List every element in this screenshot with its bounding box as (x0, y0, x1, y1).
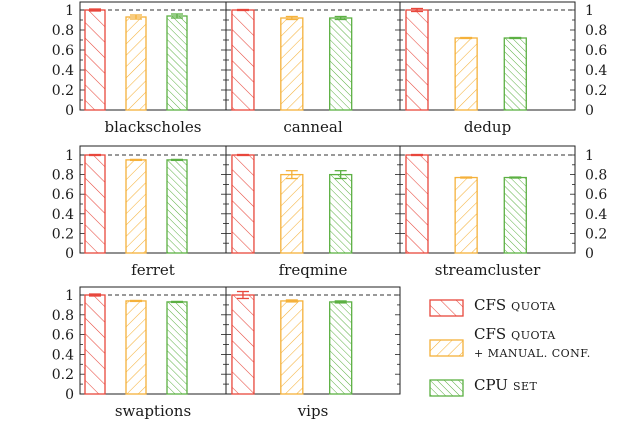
y-tick-label: 0.6 (52, 43, 74, 59)
bar-dedup-series-2 (503, 37, 527, 111)
legend-label: CFS QUOTA (474, 325, 556, 343)
panel-label: vips (297, 402, 329, 420)
y-tick-label: 0.4 (52, 347, 74, 363)
bar-canneal-series-2 (329, 17, 353, 111)
panel-frame (225, 286, 401, 395)
y-tick-label: 0.6 (585, 43, 607, 59)
y-tick-label: 0.2 (585, 226, 607, 242)
y-tick-label: 0.2 (585, 83, 607, 99)
legend-label-sub: SET (513, 380, 538, 393)
y-tick-label: 1 (585, 148, 594, 164)
panel-label: freqmine (279, 261, 348, 279)
panel-streamcluster: 0 0.2 0.4 0.6 0.8 1 streamcluster (399, 145, 607, 279)
y-tick-label: 0.4 (52, 207, 74, 223)
panel-label: canneal (283, 118, 342, 136)
legend-label-line2: + MANUAL. CONF. (474, 347, 591, 360)
y-tick-label: 0.8 (52, 23, 74, 39)
panel-ferret: 0 0.2 0.4 0.6 0.8 1 ferret (52, 145, 227, 279)
bar-ferret-series-2 (166, 159, 188, 254)
y-tick-label: 0.8 (52, 168, 74, 184)
y-tick-label: 0.2 (52, 226, 74, 242)
y-tick-label: 0.2 (52, 83, 74, 99)
y-tick-label: 1 (65, 288, 74, 304)
y-tick-label: 0.6 (52, 187, 74, 203)
bar-canneal-series-0 (231, 9, 255, 111)
panel-frame (399, 145, 576, 254)
panel-vips: vips (225, 286, 401, 420)
bar-blackscholes-series-0 (84, 9, 106, 111)
y-tick-label: 0.4 (585, 63, 607, 79)
panel-label: swaptions (115, 402, 191, 420)
y-tick-label: 0.6 (52, 328, 74, 344)
bar-vips-series-1 (280, 300, 304, 395)
panel-swaptions: 0 0.2 0.4 0.6 0.8 1 swaptions (52, 286, 227, 420)
panel-canneal: canneal (225, 1, 401, 136)
y-tick-label: 1 (585, 3, 594, 19)
panel-dedup: 0 0.2 0.4 0.6 0.8 1 dedup (399, 1, 607, 136)
y-tick-label: 0.8 (52, 308, 74, 324)
bar-ferret-series-0 (84, 154, 106, 254)
y-tick-label: 0 (65, 387, 74, 403)
y-tick-label: 0 (65, 103, 74, 119)
y-tick-label: 1 (65, 3, 74, 19)
bar-streamcluster-series-1 (454, 176, 478, 254)
legend-item-2: CPU SET (429, 376, 538, 397)
bar-blackscholes-series-2 (166, 15, 188, 111)
panel-frame (399, 1, 576, 111)
legend-swatch (429, 299, 464, 317)
y-tick-label: 1 (65, 148, 74, 164)
bar-swaptions-series-1 (125, 300, 147, 395)
legend-label-main: CPU (474, 376, 508, 394)
panel-freqmine: freqmine (225, 145, 401, 279)
bar-freqmine-series-2 (329, 173, 353, 254)
y-tick-label: 0.4 (585, 207, 607, 223)
legend-swatch (429, 379, 464, 397)
bar-vips-series-0 (231, 294, 255, 395)
panel-label: dedup (464, 118, 511, 136)
y-tick-label: 0.8 (585, 168, 607, 184)
bar-vips-series-2 (329, 301, 353, 395)
y-tick-label: 0.6 (585, 187, 607, 203)
y-tick-label: 0 (65, 246, 74, 262)
bar-canneal-series-1 (280, 17, 304, 111)
legend-label-main: CFS (474, 296, 506, 314)
y-tick-label: 0.8 (585, 23, 607, 39)
panel-blackscholes: 0 0.2 0.4 0.6 0.8 1 blackscholes (52, 1, 227, 136)
legend-swatch (429, 339, 464, 357)
chart-panels: 0 0.2 0.4 0.6 0.8 1 blackscholes canneal 0 0.2 0.4… (52, 1, 607, 420)
legend-label-sub: QUOTA (511, 300, 556, 313)
bar-blackscholes-series-1 (125, 16, 147, 111)
bar-dedup-series-0 (405, 9, 429, 111)
legend-label-sub: QUOTA (511, 329, 556, 342)
legend-item-0: CFS QUOTA (429, 296, 556, 317)
y-tick-label: 0.2 (52, 367, 74, 383)
y-tick-label: 0 (585, 246, 594, 262)
legend-label: CFS QUOTA (474, 296, 556, 314)
legend-label-main: CFS (474, 325, 506, 343)
panel-label: streamcluster (435, 261, 541, 279)
bar-swaptions-series-0 (84, 294, 106, 395)
legend-item-1: CFS QUOTA + MANUAL. CONF. (429, 325, 591, 360)
y-tick-label: 0 (585, 103, 594, 119)
bar-streamcluster-series-2 (503, 176, 527, 254)
panel-label: blackscholes (105, 118, 202, 136)
legend-label: CPU SET (474, 376, 538, 394)
bar-freqmine-series-1 (280, 173, 304, 254)
bar-swaptions-series-2 (166, 301, 188, 395)
legend: CFS QUOTA CFS QUOTA + MANUAL. CONF. CPU SET (429, 296, 591, 397)
bar-freqmine-series-0 (231, 154, 255, 254)
bar-ferret-series-1 (125, 159, 147, 254)
bar-streamcluster-series-0 (405, 154, 429, 254)
panel-label: ferret (131, 261, 175, 279)
bar-dedup-series-1 (454, 37, 478, 111)
y-tick-label: 0.4 (52, 63, 74, 79)
